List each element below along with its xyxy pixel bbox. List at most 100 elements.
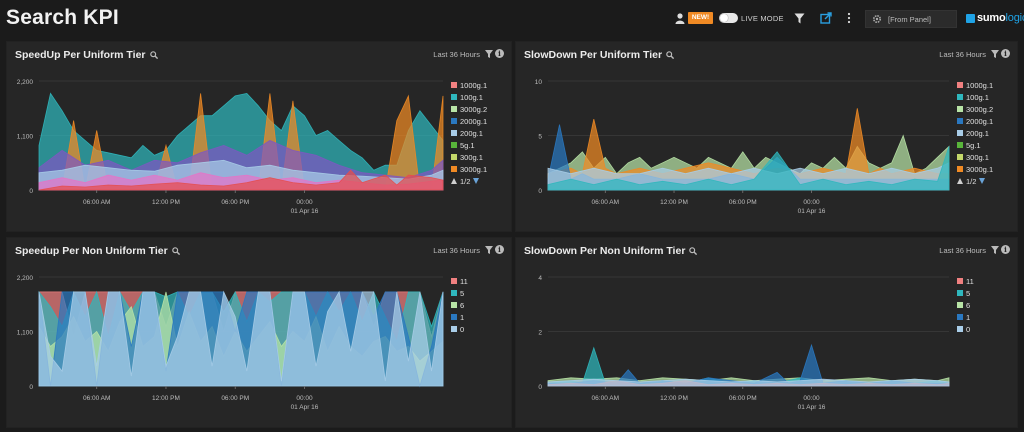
panel-filter-icon[interactable] xyxy=(991,50,999,58)
legend-item-5[interactable]: 5 xyxy=(957,287,1017,299)
panel-filter-select[interactable]: [From Panel] xyxy=(865,10,957,28)
more-vertical-icon[interactable] xyxy=(846,12,852,24)
logo-text-main: sumo xyxy=(977,12,1006,24)
x-tick-label: 06:00 AM xyxy=(592,395,619,402)
panel-filter-value: [From Panel] xyxy=(888,15,931,24)
info-icon[interactable]: i xyxy=(495,245,504,254)
x-tick-label: 00:00 xyxy=(296,395,313,402)
legend-label: 1 xyxy=(966,312,971,322)
legend-item-11[interactable]: 11 xyxy=(451,275,511,287)
info-icon[interactable]: i xyxy=(1001,245,1010,254)
legend-item-3000g-2[interactable]: 3000g.2 xyxy=(451,103,511,115)
series-area-100g-1[interactable] xyxy=(547,146,950,191)
legend-item-5[interactable]: 5 xyxy=(451,287,511,299)
y-tick-label: 1,100 xyxy=(17,134,34,141)
legend-pager[interactable]: 1/2 xyxy=(957,175,1017,187)
legend-item-300g-1[interactable]: 300g.1 xyxy=(957,151,1017,163)
y-tick-label: 4 xyxy=(538,275,542,282)
legend-prev-icon[interactable] xyxy=(451,178,457,184)
panel-filter-icon[interactable] xyxy=(485,50,493,58)
legend-swatch xyxy=(451,106,457,112)
legend-label: 5 xyxy=(966,288,971,298)
legend-label: 6 xyxy=(460,300,465,310)
legend-item-100g-1[interactable]: 100g.1 xyxy=(451,91,511,103)
zoom-icon[interactable] xyxy=(666,51,675,59)
legend-label: 200g.1 xyxy=(460,128,483,138)
chart-legend: 1000g.1 100g.1 3000g.2 2000g.1 200g.1 5g.1 300… xyxy=(451,79,511,187)
legend-label: 200g.1 xyxy=(966,128,989,138)
time-range-label[interactable]: Last 36 Hours xyxy=(939,246,986,255)
legend-item-2000g-1[interactable]: 2000g.1 xyxy=(957,115,1017,127)
legend-swatch xyxy=(451,166,457,172)
legend-next-icon[interactable] xyxy=(473,178,480,184)
filter-icon[interactable] xyxy=(794,13,805,24)
legend-item-3000g-2[interactable]: 3000g.2 xyxy=(957,103,1017,115)
legend-label: 300g.1 xyxy=(966,152,989,162)
legend-swatch xyxy=(957,326,963,332)
legend-item-1000g-1[interactable]: 1000g.1 xyxy=(451,79,511,91)
legend-next-icon[interactable] xyxy=(979,178,986,184)
legend-item-1[interactable]: 1 xyxy=(451,311,511,323)
series-area-50g-1[interactable] xyxy=(38,169,444,191)
panel-title: SlowDown Per Non Uniform Tier xyxy=(524,245,698,257)
x-tick-label: 12:00 PM xyxy=(660,395,688,402)
panel-filter-icon[interactable] xyxy=(991,246,999,254)
legend-item-3000g-1[interactable]: 3000g.1 xyxy=(957,163,1017,175)
legend-label: 3000g.2 xyxy=(460,104,488,114)
time-range-label[interactable]: Last 36 Hours xyxy=(939,50,986,59)
time-range-label[interactable]: Last 36 Hours xyxy=(433,50,480,59)
x-tick-label: 06:00 AM xyxy=(83,395,110,402)
legend-pager[interactable]: 1/2 xyxy=(451,175,511,187)
x-tick-label: 00:00 xyxy=(296,199,313,206)
legend-swatch xyxy=(451,314,457,320)
live-mode-toggle[interactable] xyxy=(719,13,738,23)
legend-item-0[interactable]: 0 xyxy=(451,323,511,335)
legend-item-0[interactable]: 0 xyxy=(957,323,1017,335)
chart-area[interactable]: 2,200 1,100 0 06:00 AM 12:00 PM 06:00 PM 00:00… xyxy=(7,42,511,231)
legend-item-1000g-1[interactable]: 1000g.1 xyxy=(957,79,1017,91)
legend-prev-icon[interactable] xyxy=(957,178,963,184)
x-tick-label: 00:00 xyxy=(803,395,820,402)
legend-swatch xyxy=(957,106,963,112)
legend-label: 1000g.1 xyxy=(966,80,994,90)
legend-swatch xyxy=(451,290,457,296)
legend-item-11[interactable]: 11 xyxy=(957,275,1017,287)
legend-item-200g-1[interactable]: 200g.1 xyxy=(957,127,1017,139)
legend-label: 300g.1 xyxy=(460,152,483,162)
time-range-label[interactable]: Last 36 Hours xyxy=(433,246,480,255)
zoom-icon[interactable] xyxy=(171,247,180,255)
legend-item-5g-1[interactable]: 5g.1 xyxy=(957,139,1017,151)
legend-label: 1 xyxy=(460,312,465,322)
legend-item-100g-1[interactable]: 100g.1 xyxy=(957,91,1017,103)
chart-area[interactable]: 2,200 1,100 0 06:00 AM 12:00 PM 06:00 PM 00:00… xyxy=(7,238,511,427)
legend-item-200g-1[interactable]: 200g.1 xyxy=(451,127,511,139)
zoom-icon[interactable] xyxy=(149,51,158,59)
legend-item-6[interactable]: 6 xyxy=(451,299,511,311)
legend-swatch xyxy=(451,94,457,100)
chart-area[interactable]: 10 5 0 06:00 AM 12:00 PM 06:00 PM 00:00 01 Apr … xyxy=(516,42,1017,231)
info-icon[interactable]: i xyxy=(495,49,504,58)
legend-label: 5 xyxy=(460,288,465,298)
panel-title-text: SlowDown Per Uniform Tier xyxy=(524,49,663,61)
legend-label: 100g.1 xyxy=(966,92,989,102)
user-icon[interactable] xyxy=(675,13,685,24)
info-icon[interactable]: i xyxy=(1001,49,1010,58)
chart-area[interactable]: 4 2 0 06:00 AM 12:00 PM 06:00 PM 00:00 01 Apr 1… xyxy=(516,238,1017,427)
legend-item-6[interactable]: 6 xyxy=(957,299,1017,311)
chart-legend: 11 5 6 1 0 xyxy=(957,275,1017,335)
series-area-0[interactable] xyxy=(38,290,444,387)
legend-item-1[interactable]: 1 xyxy=(957,311,1017,323)
legend-swatch xyxy=(957,142,963,148)
popout-icon[interactable] xyxy=(820,12,832,24)
x-tick-label: 06:00 PM xyxy=(729,395,757,402)
panel-filter-icon[interactable] xyxy=(485,246,493,254)
x-tick-sublabel: 01 Apr 16 xyxy=(798,404,826,411)
legend-item-2000g-1[interactable]: 2000g.1 xyxy=(451,115,511,127)
legend-item-300g-1[interactable]: 300g.1 xyxy=(451,151,511,163)
legend-label: 5g.1 xyxy=(966,140,981,150)
legend-item-5g-1[interactable]: 5g.1 xyxy=(451,139,511,151)
zoom-icon[interactable] xyxy=(689,247,698,255)
legend-item-3000g-1[interactable]: 3000g.1 xyxy=(451,163,511,175)
series-area-0[interactable] xyxy=(547,378,950,387)
legend-swatch xyxy=(957,278,963,284)
